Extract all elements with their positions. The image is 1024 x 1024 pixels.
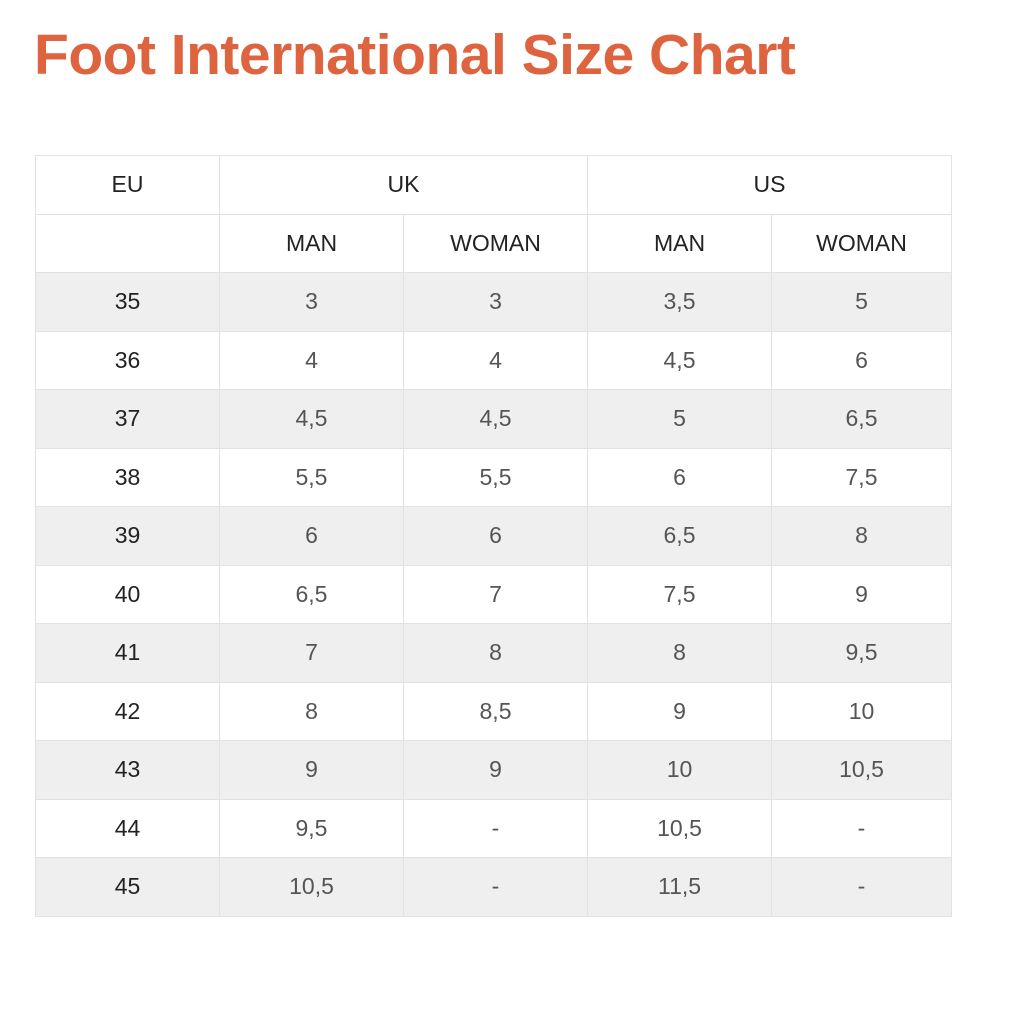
sub-header-us-woman: WOMAN: [771, 213, 952, 273]
cell-us-woman: 10,5: [771, 740, 952, 800]
table-row: 43 9 9 10 10,5: [35, 740, 952, 800]
header-eu: EU: [35, 155, 220, 215]
cell-us-woman: 6: [771, 330, 952, 390]
header-us: US: [587, 155, 952, 215]
cell-eu: 43: [35, 740, 220, 800]
cell-uk-woman: 4,5: [402, 389, 589, 449]
cell-eu: 35: [35, 272, 220, 332]
cell-us-man: 6: [587, 447, 773, 507]
cell-eu: 41: [35, 623, 220, 683]
cell-eu: 37: [35, 389, 220, 449]
cell-eu: 44: [35, 798, 220, 858]
cell-us-man: 6,5: [587, 506, 773, 566]
cell-us-woman: 10: [771, 681, 952, 741]
table-row: 41 7 8 8 9,5: [35, 623, 952, 683]
cell-us-woman: 5: [771, 272, 952, 332]
cell-us-man: 5: [587, 389, 773, 449]
header-uk: UK: [218, 155, 589, 215]
cell-uk-woman: -: [402, 798, 589, 858]
cell-uk-woman: 9: [402, 740, 589, 800]
cell-us-man: 4,5: [587, 330, 773, 390]
table-row: 40 6,5 7 7,5 9: [35, 564, 952, 624]
table-row: 44 9,5-10,5-: [35, 798, 952, 858]
cell-us-woman: 9: [771, 564, 952, 624]
table-row: 42 8 8,5 9 10: [35, 681, 952, 741]
cell-us-man: 3,5: [587, 272, 773, 332]
cell-eu: 40: [35, 564, 220, 624]
cell-uk-man: 8: [219, 681, 404, 741]
cell-eu: 36: [35, 330, 220, 390]
sub-header-us-man: MAN: [587, 213, 773, 273]
cell-uk-woman: 5,5: [402, 447, 589, 507]
cell-uk-man: 7: [219, 623, 404, 683]
cell-us-man: 10: [587, 740, 773, 800]
table-row: 45 10,5-11,5-: [35, 857, 952, 917]
cell-us-woman: 6,5: [771, 389, 952, 449]
sub-header-uk-woman: WOMAN: [402, 213, 589, 273]
cell-uk-man: 9,5: [219, 798, 404, 858]
cell-uk-woman: -: [402, 857, 589, 917]
group-header-row: EU UK US: [35, 155, 952, 215]
cell-us-woman: 8: [771, 506, 952, 566]
cell-us-man: 10,5: [587, 798, 773, 858]
page-title: Foot International Size Chart: [34, 23, 796, 87]
cell-us-woman: -: [771, 857, 952, 917]
cell-eu: 42: [35, 681, 220, 741]
cell-uk-man: 6: [219, 506, 404, 566]
cell-us-man: 8: [587, 623, 773, 683]
sub-header-empty: [35, 213, 220, 273]
cell-uk-woman: 4: [402, 330, 589, 390]
cell-uk-man: 4,5: [219, 389, 404, 449]
table-row: 35 3 3 3,5 5: [35, 272, 952, 332]
cell-us-woman: 9,5: [771, 623, 952, 683]
table-row: 38 5,5 5,5 6 7,5: [35, 447, 952, 507]
cell-us-woman: -: [771, 798, 952, 858]
cell-eu: 45: [35, 857, 220, 917]
size-chart-table: EU UK US MAN WOMAN MAN WOMAN 35 3 3 3,5 5 36 4…: [35, 155, 952, 917]
cell-uk-man: 5,5: [219, 447, 404, 507]
cell-uk-woman: 6: [402, 506, 589, 566]
cell-uk-man: 6,5: [219, 564, 404, 624]
cell-uk-woman: 7: [402, 564, 589, 624]
table-row: 39 6 6 6,5 8: [35, 506, 952, 566]
cell-eu: 39: [35, 506, 220, 566]
cell-uk-man: 4: [219, 330, 404, 390]
table-row: 36 4 4 4,5 6: [35, 330, 952, 390]
cell-uk-woman: 3: [402, 272, 589, 332]
cell-us-man: 7,5: [587, 564, 773, 624]
cell-uk-woman: 8,5: [402, 681, 589, 741]
cell-us-man: 11,5: [587, 857, 773, 917]
cell-uk-man: 9: [219, 740, 404, 800]
table-row: 37 4,5 4,5 5 6,5: [35, 389, 952, 449]
cell-uk-woman: 8: [402, 623, 589, 683]
sub-header-row: MAN WOMAN MAN WOMAN: [35, 213, 952, 273]
cell-us-woman: 7,5: [771, 447, 952, 507]
cell-uk-man: 10,5: [219, 857, 404, 917]
sub-header-uk-man: MAN: [219, 213, 404, 273]
cell-eu: 38: [35, 447, 220, 507]
cell-uk-man: 3: [219, 272, 404, 332]
cell-us-man: 9: [587, 681, 773, 741]
